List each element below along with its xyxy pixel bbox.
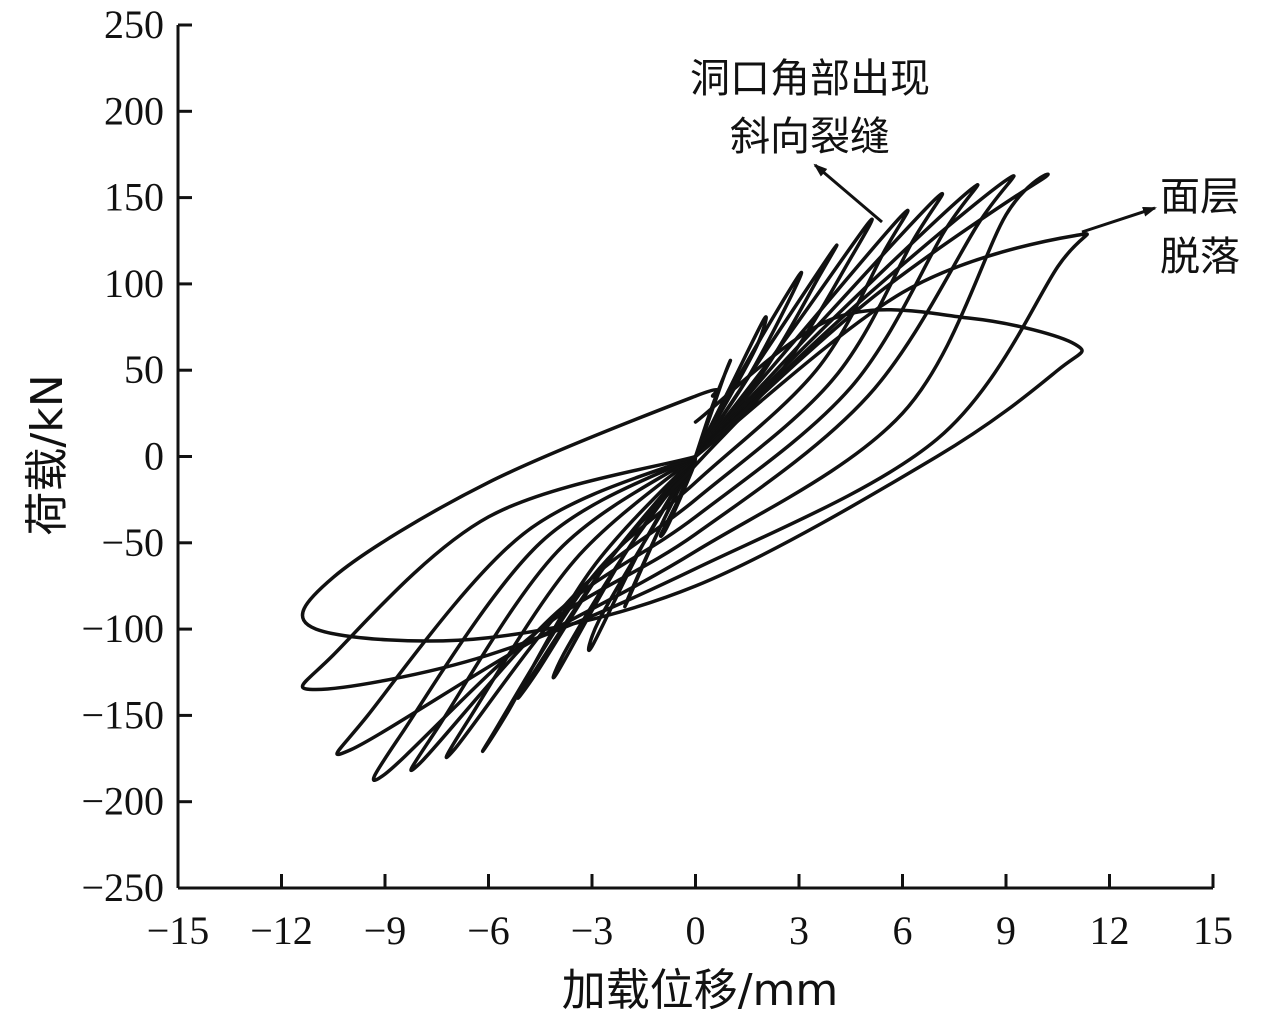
annotation-crack: 洞口角部出现 斜向裂缝 — [690, 56, 930, 224]
annotation-crack-line-2: 斜向裂缝 — [730, 114, 890, 160]
x-tick-label: −15 — [147, 908, 210, 953]
y-tick-label: 100 — [104, 261, 164, 306]
annotation-spalling-line-2: 脱落 — [1160, 234, 1240, 280]
hysteresis-loop — [300, 232, 1089, 692]
x-tick-label: 6 — [893, 908, 913, 953]
y-tick-label: 250 — [104, 2, 164, 47]
annotation-crack-arrow — [813, 163, 883, 224]
annotation-spalling-arrow — [1081, 206, 1157, 234]
y-tick-label: −50 — [101, 520, 164, 565]
hysteresis-loop — [335, 172, 1050, 757]
x-axis-title: 加载位移/mm — [562, 965, 839, 1016]
hysteresis-loop — [480, 208, 910, 754]
y-tick-label: 200 — [104, 88, 164, 133]
x-tick-label: 3 — [789, 908, 809, 953]
x-tick-label: −12 — [250, 908, 313, 953]
y-tick-label: −100 — [81, 606, 164, 651]
y-tick-label: 150 — [104, 175, 164, 220]
x-tick-label: −6 — [467, 908, 510, 953]
y-axis-title: 荷载/kN — [22, 374, 73, 535]
x-tick-label: −9 — [364, 908, 407, 953]
x-tick-label: 0 — [686, 908, 706, 953]
hysteresis-loop — [300, 308, 1084, 643]
y-tick-label: 50 — [124, 347, 164, 392]
y-tick-label: −250 — [81, 865, 164, 910]
annotation-crack-line-1: 洞口角部出现 — [690, 56, 930, 102]
x-tick-label: 15 — [1193, 908, 1233, 953]
x-tick-label: 12 — [1090, 908, 1130, 953]
y-tick-label: −150 — [81, 692, 164, 737]
ticks: −15 −12 −9 −6 −3 0 3 6 9 12 15 250 200 150 100 50 0 −50 −1… — [81, 2, 1233, 953]
hysteresis-loop — [444, 191, 945, 760]
hysteresis-loop — [658, 358, 733, 538]
hysteresis-curves — [300, 172, 1089, 782]
annotation-spalling-line-1: 面层 — [1160, 174, 1240, 220]
y-tick-label: 0 — [144, 434, 164, 479]
hysteresis-loop — [516, 217, 874, 700]
x-tick-label: −3 — [571, 908, 614, 953]
hysteresis-loop — [371, 174, 1016, 782]
x-tick-label: 9 — [996, 908, 1016, 953]
annotation-spalling: 面层 脱落 — [1081, 174, 1240, 280]
y-tick-label: −200 — [81, 779, 164, 824]
